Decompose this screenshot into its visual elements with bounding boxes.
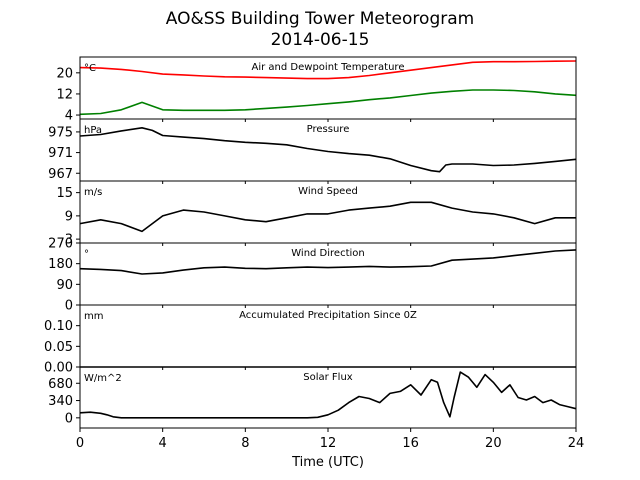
- panel-4: 0.00 0.05 0.10 mm Accumulated Precipitation …: [44, 304, 577, 376]
- figure-title: AO&SS Building Tower Meteorogram: [166, 9, 474, 29]
- y-tick-label: 971: [48, 146, 73, 161]
- y-tick-label: 967: [48, 167, 73, 182]
- x-tick-label: 12: [320, 436, 337, 451]
- y-tick-label: 4: [65, 109, 73, 124]
- series-line-0-0: [79, 60, 577, 80]
- panel-title: Pressure: [307, 124, 350, 135]
- panels-group: 4 12 20 °C Air and Dewpoint Temperature 967 97…: [44, 56, 577, 432]
- y-tick-label: 0.05: [44, 340, 73, 355]
- series-line-5-0: [79, 371, 577, 419]
- y-tick-label: 340: [48, 394, 73, 409]
- series-line-3-0: [79, 249, 577, 275]
- panel-unit-label: hPa: [84, 125, 102, 136]
- panel-3: 0 90 180 270 ° Wind Direction: [48, 237, 577, 314]
- x-tick-label: 20: [485, 436, 502, 451]
- figure-subtitle: 2014-06-15: [271, 30, 370, 50]
- series-line-1-0: [79, 127, 577, 173]
- y-tick-label: 20: [56, 66, 73, 81]
- y-tick-label: 12: [56, 87, 73, 102]
- series-line-0-1: [79, 89, 577, 116]
- panel-5: 0 340 680 W/m^2 Solar Flux: [48, 366, 577, 432]
- y-tick-label: 975: [48, 125, 73, 140]
- panel-unit-label: W/m^2: [84, 373, 122, 384]
- y-tick-label: 90: [56, 278, 73, 293]
- panel-title: Wind Speed: [298, 186, 358, 197]
- x-tick-label: 0: [76, 436, 84, 451]
- series-line-2-0: [79, 201, 576, 233]
- y-tick-label: 180: [48, 257, 73, 272]
- y-tick-label: 270: [48, 237, 73, 252]
- y-tick-label: 9: [65, 209, 73, 224]
- y-tick-label: 0: [65, 299, 73, 314]
- y-tick-label: 0.10: [44, 319, 73, 334]
- y-tick-label: 3: [65, 233, 73, 248]
- panel-1: 967 971 975 hPa Pressure: [48, 118, 577, 184]
- panel-unit-label: °C: [84, 63, 96, 74]
- y-tick-label: 680: [48, 377, 73, 392]
- panel-unit-label: m/s: [84, 187, 102, 198]
- panel-title: Wind Direction: [291, 248, 365, 259]
- panel-2: 3 9 15 m/s Wind Speed: [56, 180, 577, 248]
- y-tick-label: 15: [56, 186, 73, 201]
- x-axis-label: Time (UTC): [291, 455, 364, 470]
- x-tick-label: 8: [241, 436, 249, 451]
- panel-unit-label: mm: [84, 311, 103, 322]
- panel-0: 4 12 20 °C Air and Dewpoint Temperature: [56, 56, 577, 124]
- x-tick-label: 16: [402, 436, 419, 451]
- panel-title: Accumulated Precipitation Since 0Z: [239, 310, 417, 321]
- y-tick-label: 0: [65, 411, 73, 426]
- panel-unit-label: °: [84, 249, 89, 260]
- y-tick-label: 0.00: [44, 361, 73, 376]
- panel-title: Solar Flux: [303, 372, 353, 383]
- panel-title: Air and Dewpoint Temperature: [252, 62, 405, 73]
- x-tick-label: 4: [159, 436, 167, 451]
- x-tick-label: 24: [568, 436, 585, 451]
- x-axis: 0 4 8 12 16 20 24: [76, 436, 584, 451]
